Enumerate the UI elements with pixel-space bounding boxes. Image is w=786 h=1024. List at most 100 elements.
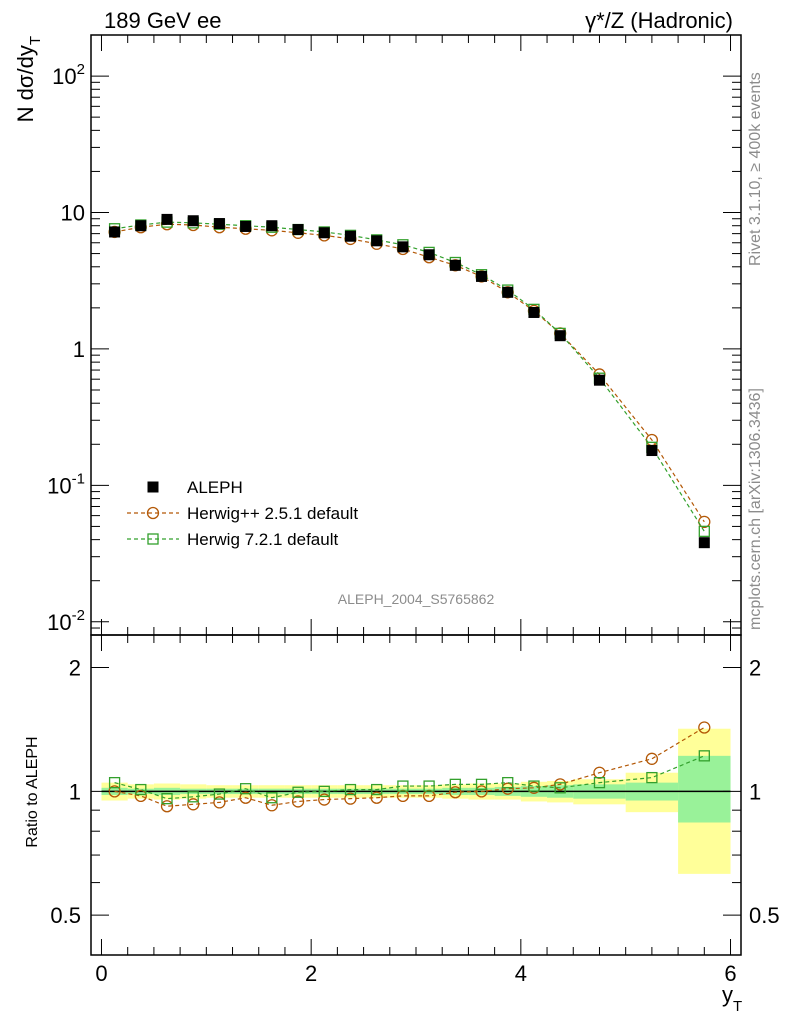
- ratio-point-0: [449, 786, 462, 799]
- main-point-0: [593, 374, 605, 386]
- ratio-point-1: [108, 776, 121, 789]
- main-point-0: [449, 259, 461, 271]
- main-point-0: [266, 220, 278, 232]
- main-point-0: [528, 306, 540, 318]
- main-point-0: [213, 218, 225, 230]
- main-point-0: [371, 235, 383, 247]
- main-point-0: [698, 537, 710, 549]
- energy-label: 189 GeV ee: [104, 8, 221, 33]
- ratio-point-1: [371, 783, 383, 796]
- ratio-point-1: [698, 750, 710, 762]
- main-line-1: [114, 223, 705, 523]
- legend-marker-2: [147, 533, 159, 545]
- main-point-0: [187, 215, 199, 227]
- ratio-point-1: [593, 776, 606, 789]
- legend: ALEPH Herwig++ 2.5.1 default Herwig 7.2.1 …: [127, 478, 358, 549]
- ratio-y-tick-label-right: 1: [749, 779, 761, 804]
- x-tick-label: 6: [724, 961, 736, 986]
- ratio-point-1: [161, 792, 173, 805]
- mcplots-label: mcplots.cern.ch [arXiv:1306.3436]: [747, 388, 764, 630]
- ratio-point-1: [502, 776, 514, 789]
- ratio-stat-band: [678, 755, 731, 823]
- legend-marker-1: [146, 506, 160, 520]
- main-point-0: [318, 227, 330, 239]
- ratio-point-0: [396, 789, 410, 803]
- main-point-0: [554, 330, 566, 342]
- ratio-point-0: [422, 789, 436, 803]
- x-tick-label: 0: [95, 961, 107, 986]
- ratio-point-0: [475, 785, 488, 798]
- ratio-point-1: [187, 791, 199, 803]
- ratio-point-0: [645, 752, 659, 765]
- ratio-y-tick-label-right: 2: [749, 656, 761, 681]
- main-point-2: [698, 525, 710, 538]
- ratio-point-1: [646, 771, 658, 784]
- ratio-point-0: [318, 793, 331, 806]
- x-tick-label: 4: [515, 961, 527, 986]
- legend-label: Herwig++ 2.5.1 default: [187, 504, 358, 523]
- ratio-point-0: [291, 795, 305, 808]
- ratio-y-tick-label: 2: [69, 656, 81, 681]
- ratio-line-1: [114, 755, 705, 800]
- y-tick-label: 10: [61, 200, 85, 225]
- ratio-point-1: [449, 778, 461, 791]
- main-point-0: [423, 249, 435, 261]
- ratio-point-0: [370, 791, 383, 804]
- ratio-y-axis-title: Ratio to ALEPH: [24, 736, 41, 847]
- legend-label: Herwig 7.2.1 default: [187, 530, 338, 549]
- main-y-axis-title: N dσ/dyT: [13, 36, 44, 122]
- ratio-point-1: [397, 780, 409, 792]
- main-point-0: [502, 286, 514, 298]
- ratio-point-1: [344, 783, 357, 796]
- ratio-y-tick-label-right: 0.5: [749, 903, 780, 928]
- x-tick-label: 2: [305, 961, 317, 986]
- y-tick-label: 1: [73, 337, 85, 362]
- ratio-point-1: [318, 785, 330, 798]
- main-point-0: [646, 445, 658, 457]
- ratio-point-0: [698, 721, 711, 734]
- main-point-0: [292, 224, 304, 236]
- ratio-y-tick-label: 1: [69, 779, 81, 804]
- ratio-point-1: [528, 780, 540, 792]
- main-line-2: [114, 221, 705, 532]
- ratio-point-1: [135, 783, 147, 796]
- ratio-point-1: [423, 780, 435, 792]
- ratio-y-tick-label: 0.5: [50, 903, 81, 928]
- axes-layer: 0 2 4 6 10-2 10-1 1 10 102 0.5 0.5 1 1 2 2: [47, 34, 780, 986]
- y-title-main: N dσ/dy: [13, 45, 38, 122]
- ratio-point-0: [108, 785, 121, 798]
- main-point-0: [135, 220, 147, 232]
- y-tick-label: 10-1: [47, 470, 85, 498]
- y-title-sub: T: [27, 36, 44, 45]
- ratio-point-1: [213, 788, 226, 800]
- legend-marker-0: [147, 481, 159, 493]
- x-axis-title: yT: [722, 982, 742, 1015]
- ratio-point-0: [187, 798, 200, 811]
- ratio-point-0: [501, 782, 514, 795]
- ratio-line-0: [114, 726, 705, 807]
- main-point-0: [161, 213, 173, 225]
- ratio-point-0: [213, 796, 226, 809]
- ratio-point-1: [292, 786, 304, 798]
- ratio-point-0: [265, 799, 278, 812]
- ratio-point-1: [266, 792, 278, 804]
- main-point-0: [344, 230, 356, 242]
- ratio-series-layer: [108, 721, 711, 813]
- x-title-main: y: [722, 982, 733, 1007]
- rivet-label: Rivet 3.1.10, ≥ 400k events: [747, 72, 764, 266]
- ratio-point-1: [475, 778, 488, 791]
- ratio-point-1: [239, 783, 252, 795]
- legend-label: ALEPH: [187, 478, 243, 497]
- x-title-sub: T: [733, 998, 742, 1015]
- main-point-0: [476, 270, 488, 282]
- ratio-point-0: [134, 789, 147, 803]
- main-point-0: [240, 220, 252, 232]
- y-tick-label: 10-2: [47, 607, 85, 635]
- main-point-0: [397, 241, 409, 253]
- y-tick-label: 102: [52, 61, 85, 89]
- process-label: γ*/Z (Hadronic): [585, 8, 733, 33]
- ratio-point-0: [160, 800, 174, 813]
- ratio-point-1: [554, 782, 566, 794]
- ratio-point-0: [344, 792, 357, 805]
